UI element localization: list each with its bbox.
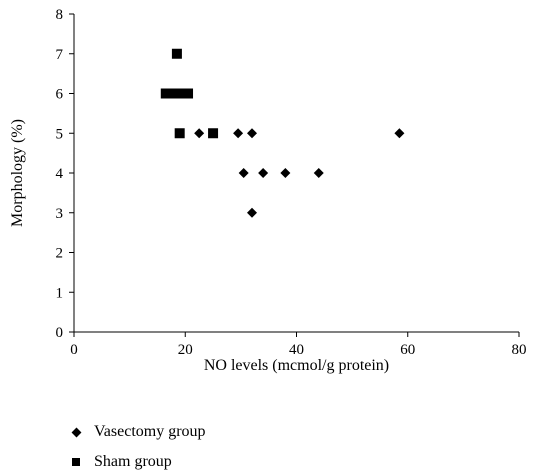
data-points: [160, 48, 405, 218]
vasectomy-data-point: [258, 168, 269, 178]
vasectomy-data-point: [194, 128, 205, 139]
x-tick-label: 20: [178, 342, 193, 358]
y-tick-label: 0: [56, 325, 64, 341]
x-tick-label: 80: [512, 342, 527, 358]
legend-label-sham: Sham group: [94, 453, 172, 470]
scatter-chart: 0 20 40 60 80 0 1 2 3 4 5 6 7 8 NO levels (mcmol/g pr…: [9, 7, 527, 374]
x-tick-label: 0: [70, 342, 78, 358]
x-axis-title: NO levels (mcmol/g protein): [204, 357, 389, 374]
y-tick-label: 5: [56, 126, 64, 142]
vasectomy-data-point: [394, 128, 405, 139]
y-tick-label: 8: [56, 7, 64, 23]
legend-item-sham: Sham group: [70, 451, 172, 473]
square-marker-icon: [70, 456, 82, 468]
sham-data-point: [208, 128, 219, 139]
vasectomy-data-point: [238, 168, 249, 178]
vasectomy-data-point: [247, 207, 257, 218]
sham-data-point: [166, 88, 177, 99]
sham-data-point: [174, 88, 185, 99]
vasectomy-data-point: [247, 128, 257, 139]
y-tick-label: 4: [56, 166, 64, 182]
chart-axes: [73, 14, 519, 333]
legend-label-vasectomy: Vasectomy group: [94, 423, 206, 440]
vasectomy-data-point: [313, 168, 324, 178]
diamond-marker-icon: [70, 426, 82, 438]
sham-data-point: [174, 128, 185, 139]
y-tick-label: 3: [56, 206, 64, 222]
y-axis-title: Morphology (%): [9, 119, 26, 227]
vasectomy-data-point: [280, 168, 291, 178]
legend-item-vasectomy: Vasectomy group: [70, 421, 206, 443]
sham-data-point: [171, 48, 182, 59]
sham-data-point: [160, 88, 171, 99]
axis-ticks: 0 20 40 60 80 0 1 2 3 4 5 6 7 8: [56, 7, 527, 358]
sham-data-point: [183, 88, 194, 99]
vasectomy-data-point: [233, 128, 244, 139]
y-tick-label: 1: [56, 285, 64, 301]
y-tick-label: 7: [56, 47, 64, 63]
y-tick-label: 2: [56, 246, 64, 262]
x-tick-label: 60: [400, 342, 415, 358]
y-tick-label: 6: [56, 87, 64, 103]
x-tick-label: 40: [289, 342, 304, 358]
